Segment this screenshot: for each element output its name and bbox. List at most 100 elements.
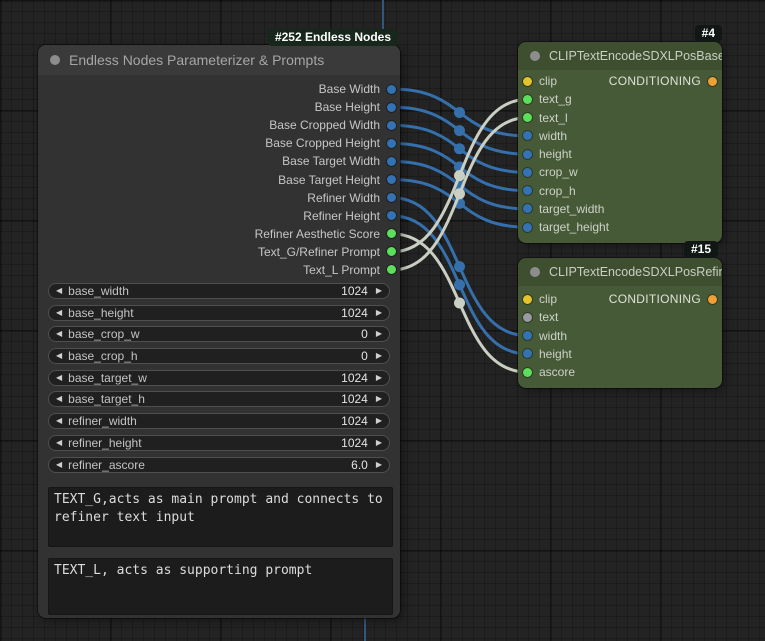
decrement-arrow-icon[interactable]: ◀ xyxy=(56,416,63,426)
widget-list: ◀ base_width 1024 ▶ ◀ base_height 1024 ▶ ◀ base… xyxy=(48,283,390,478)
node-clip-encode-base[interactable]: CLIPTextEncodeSDXLPosBase clip text_g te… xyxy=(518,42,722,243)
increment-arrow-icon[interactable]: ▶ xyxy=(375,416,382,426)
wire-midpoint-dot[interactable] xyxy=(454,143,465,155)
output-label: Base Target Width xyxy=(282,154,380,169)
input-port-text[interactable] xyxy=(523,312,532,322)
wire-midpoint-dot[interactable] xyxy=(454,188,465,200)
output-port-text-l[interactable] xyxy=(387,265,396,275)
output-row: Refiner Width xyxy=(38,189,400,207)
collapse-dot-icon[interactable] xyxy=(530,267,540,277)
output-row: Refiner Aesthetic Score xyxy=(38,225,400,243)
widget-base-crop-h[interactable]: ◀ base_crop_h 0 ▶ xyxy=(48,348,390,365)
decrement-arrow-icon[interactable]: ◀ xyxy=(56,351,63,361)
output-label: Text_L Prompt xyxy=(303,262,380,277)
wire-midpoint-dot[interactable] xyxy=(454,125,465,137)
wire-midpoint-dot[interactable] xyxy=(454,297,465,309)
output-port-conditioning[interactable] xyxy=(708,294,717,304)
decrement-arrow-icon[interactable]: ◀ xyxy=(56,394,63,404)
widget-base-target-w[interactable]: ◀ base_target_w 1024 ▶ xyxy=(48,369,390,386)
input-row: target_height xyxy=(518,218,722,236)
node-title-bar[interactable]: Endless Nodes Parameterizer & Prompts xyxy=(38,45,400,75)
increment-arrow-icon[interactable]: ▶ xyxy=(375,351,382,361)
input-port-clip[interactable] xyxy=(523,76,532,86)
output-port-text-g[interactable] xyxy=(387,247,396,257)
input-port-text-g[interactable] xyxy=(523,94,532,104)
widget-base-width[interactable]: ◀ base_width 1024 ▶ xyxy=(48,283,390,299)
node-title-bar[interactable]: CLIPTextEncodeSDXLPosBase xyxy=(518,42,722,70)
widget-label: refiner_width xyxy=(68,414,137,429)
node-title-bar[interactable]: CLIPTextEncodeSDXLPosRefiner xyxy=(518,258,722,286)
output-port-base-cropped-height[interactable] xyxy=(387,138,396,148)
node-badge-252: #252 Endless Nodes xyxy=(267,29,398,46)
collapse-dot-icon[interactable] xyxy=(50,55,60,65)
input-port-target-height[interactable] xyxy=(523,222,532,232)
node-clip-encode-refiner[interactable]: CLIPTextEncodeSDXLPosRefiner clip text w… xyxy=(518,258,722,388)
increment-arrow-icon[interactable]: ▶ xyxy=(375,329,382,339)
input-row: ascore xyxy=(518,363,722,381)
increment-arrow-icon[interactable]: ▶ xyxy=(375,307,382,317)
input-row: crop_h xyxy=(518,182,722,200)
output-port-base-height[interactable] xyxy=(387,102,396,112)
widget-base-crop-w[interactable]: ◀ base_crop_w 0 ▶ xyxy=(48,326,390,343)
widget-base-height[interactable]: ◀ base_height 1024 ▶ xyxy=(48,304,390,321)
text-g-prompt-input[interactable]: TEXT_G,acts as main prompt and connects … xyxy=(48,487,393,547)
increment-arrow-icon[interactable]: ▶ xyxy=(375,286,382,295)
widget-value: 0 xyxy=(361,349,368,364)
input-port-height[interactable] xyxy=(523,349,532,359)
text-l-prompt-input[interactable]: TEXT_L, acts as supporting prompt xyxy=(48,558,393,615)
output-row: Base Width xyxy=(38,80,400,98)
output-port-base-cropped-width[interactable] xyxy=(387,120,396,130)
input-port-crop-w[interactable] xyxy=(523,167,532,177)
input-label: crop_h xyxy=(539,183,576,198)
output-port-base-width[interactable] xyxy=(387,84,396,94)
collapse-dot-icon[interactable] xyxy=(530,51,540,61)
decrement-arrow-icon[interactable]: ◀ xyxy=(56,437,63,447)
input-row: target_width xyxy=(518,200,722,218)
input-port-width[interactable] xyxy=(523,331,532,341)
input-port-target-width[interactable] xyxy=(523,204,532,214)
input-label: width xyxy=(539,328,568,343)
widget-refiner-height[interactable]: ◀ refiner_height 1024 ▶ xyxy=(48,434,390,451)
input-slots: clip text width height ascore xyxy=(518,290,722,381)
output-port-base-target-width[interactable] xyxy=(387,156,396,166)
node-badge-15: #15 xyxy=(683,241,718,258)
output-port-refiner-height[interactable] xyxy=(387,211,396,221)
output-port-refiner-width[interactable] xyxy=(387,193,396,203)
decrement-arrow-icon[interactable]: ◀ xyxy=(56,459,63,469)
input-port-text-l[interactable] xyxy=(523,113,532,123)
output-port-conditioning[interactable] xyxy=(708,76,717,86)
output-port-refiner-aesthetic-score[interactable] xyxy=(387,229,396,239)
output-row: Text_L Prompt xyxy=(38,261,400,279)
input-port-width[interactable] xyxy=(523,131,532,141)
decrement-arrow-icon[interactable]: ◀ xyxy=(56,372,63,382)
decrement-arrow-icon[interactable]: ◀ xyxy=(56,307,63,317)
output-label: Base Cropped Height xyxy=(265,136,380,151)
input-label: target_height xyxy=(539,220,610,235)
increment-arrow-icon[interactable]: ▶ xyxy=(375,394,382,404)
input-port-clip[interactable] xyxy=(523,294,532,304)
output-label: Base Height xyxy=(314,100,380,115)
node-title: Endless Nodes Parameterizer & Prompts xyxy=(69,52,325,68)
widget-refiner-width[interactable]: ◀ refiner_width 1024 ▶ xyxy=(48,413,390,430)
input-port-height[interactable] xyxy=(523,149,532,159)
input-port-crop-h[interactable] xyxy=(523,186,532,196)
increment-arrow-icon[interactable]: ▶ xyxy=(375,437,382,447)
wire-midpoint-dot[interactable] xyxy=(454,261,465,273)
wire-midpoint-dot[interactable] xyxy=(454,279,465,291)
input-port-ascore[interactable] xyxy=(523,367,532,377)
widget-value: 1024 xyxy=(341,414,368,429)
widget-label: base_height xyxy=(68,305,134,320)
node-endless-parameterizer[interactable]: Endless Nodes Parameterizer & Prompts Ba… xyxy=(38,45,400,618)
increment-arrow-icon[interactable]: ▶ xyxy=(375,459,382,469)
decrement-arrow-icon[interactable]: ◀ xyxy=(56,286,63,295)
decrement-arrow-icon[interactable]: ◀ xyxy=(56,329,63,339)
increment-arrow-icon[interactable]: ▶ xyxy=(375,372,382,382)
widget-base-target-h[interactable]: ◀ base_target_h 1024 ▶ xyxy=(48,391,390,408)
widget-refiner-ascore[interactable]: ◀ refiner_ascore 6.0 ▶ xyxy=(48,456,390,473)
output-port-base-target-height[interactable] xyxy=(387,175,396,185)
widget-label: base_crop_w xyxy=(68,327,140,342)
wire-midpoint-dot[interactable] xyxy=(454,170,465,182)
widget-value: 1024 xyxy=(341,392,368,407)
wire-midpoint-dot[interactable] xyxy=(454,106,465,118)
